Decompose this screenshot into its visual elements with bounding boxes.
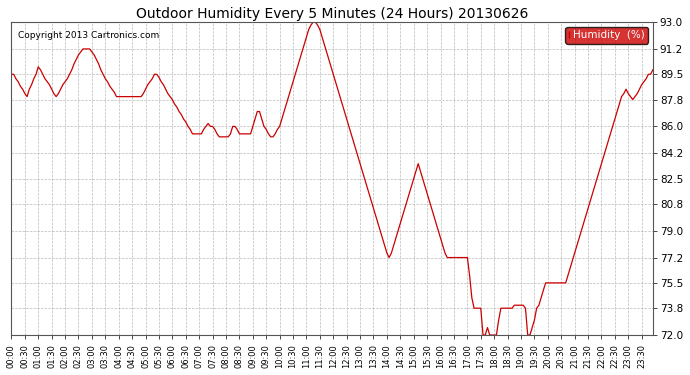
Text: Copyright 2013 Cartronics.com: Copyright 2013 Cartronics.com xyxy=(18,32,159,40)
Title: Outdoor Humidity Every 5 Minutes (24 Hours) 20130626: Outdoor Humidity Every 5 Minutes (24 Hou… xyxy=(136,7,529,21)
Legend: Humidity  (%): Humidity (%) xyxy=(566,27,648,44)
